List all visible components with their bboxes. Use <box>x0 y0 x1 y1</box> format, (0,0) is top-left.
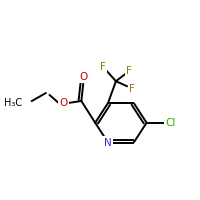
Text: O: O <box>79 72 87 82</box>
Text: F: F <box>129 84 135 94</box>
Text: N: N <box>104 138 112 148</box>
Text: O: O <box>59 98 68 108</box>
Text: F: F <box>126 66 132 76</box>
Text: F: F <box>100 62 106 72</box>
Text: Cl: Cl <box>165 118 176 128</box>
Text: H₃C: H₃C <box>4 98 22 108</box>
